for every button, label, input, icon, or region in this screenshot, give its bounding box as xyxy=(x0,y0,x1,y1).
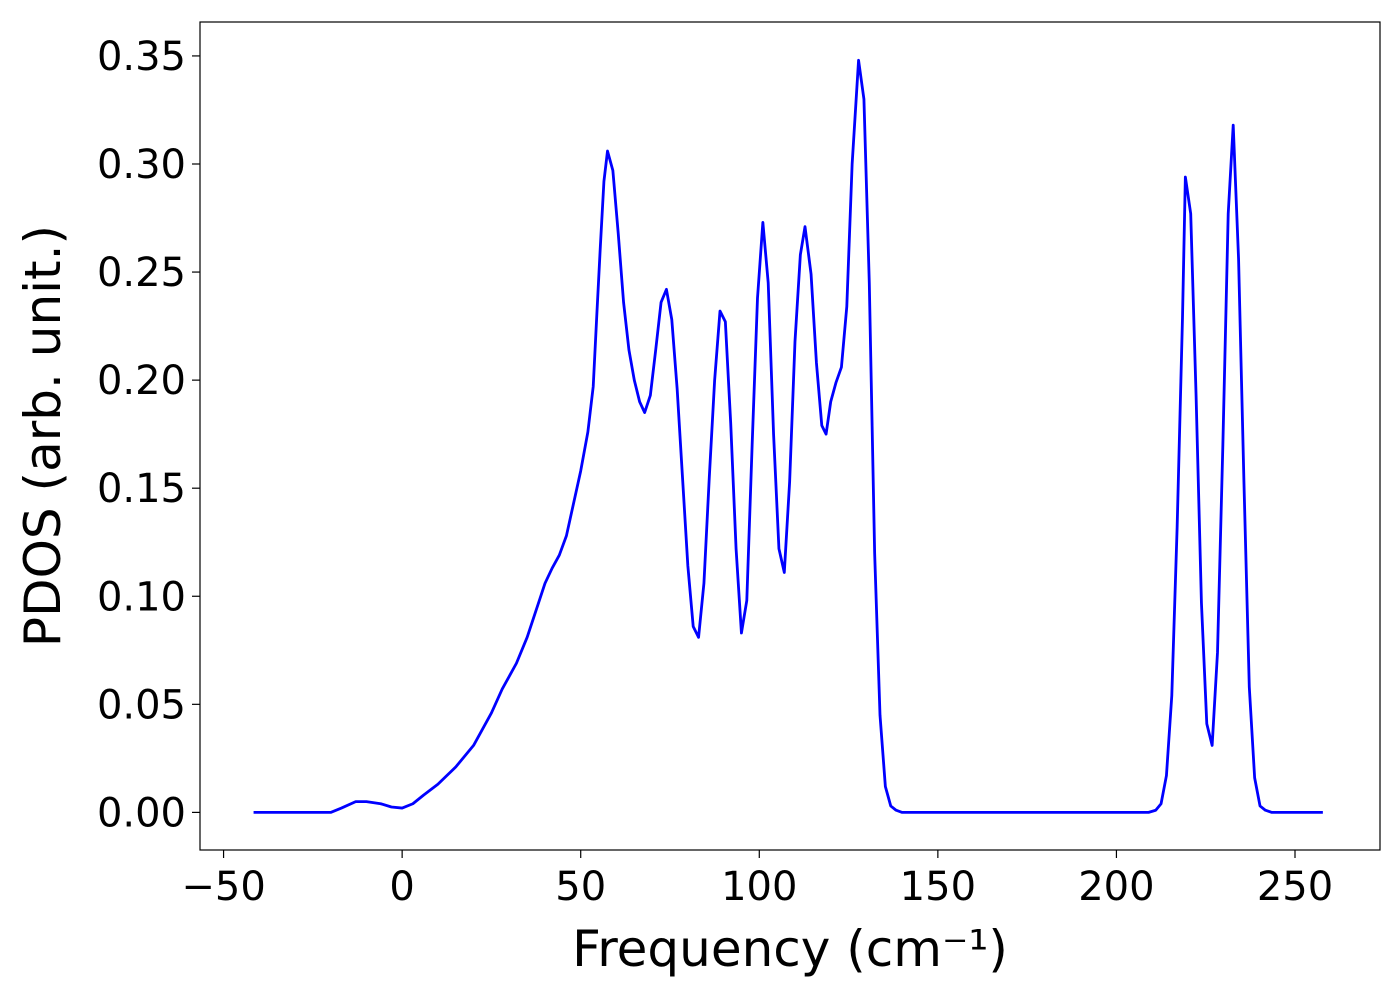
y-tick-label: 0.25 xyxy=(97,250,186,296)
data-line xyxy=(253,58,1323,814)
x-tick-label: 50 xyxy=(555,864,606,910)
y-axis-label: PDOS (arb. unit.) xyxy=(14,225,72,647)
plot-frame xyxy=(199,21,1381,851)
y-tick-label: 0.00 xyxy=(97,790,186,836)
x-tick-label: 200 xyxy=(1078,864,1154,910)
y-tick-label: 0.20 xyxy=(97,358,186,404)
y-tick-label: 0.15 xyxy=(97,466,186,512)
y-tick-label: 0.35 xyxy=(97,34,186,80)
x-tick-label: 250 xyxy=(1257,864,1333,910)
x-tick-label: 100 xyxy=(721,864,797,910)
y-tick-label: 0.10 xyxy=(97,574,186,620)
x-tick-label: 150 xyxy=(900,864,976,910)
y-tick-label: 0.05 xyxy=(97,682,186,728)
x-tick-label: −50 xyxy=(181,864,265,910)
x-axis-label: Frequency (cm⁻¹) xyxy=(572,920,1008,978)
x-tick-label: 0 xyxy=(389,864,414,910)
y-tick-label: 0.30 xyxy=(97,142,186,188)
